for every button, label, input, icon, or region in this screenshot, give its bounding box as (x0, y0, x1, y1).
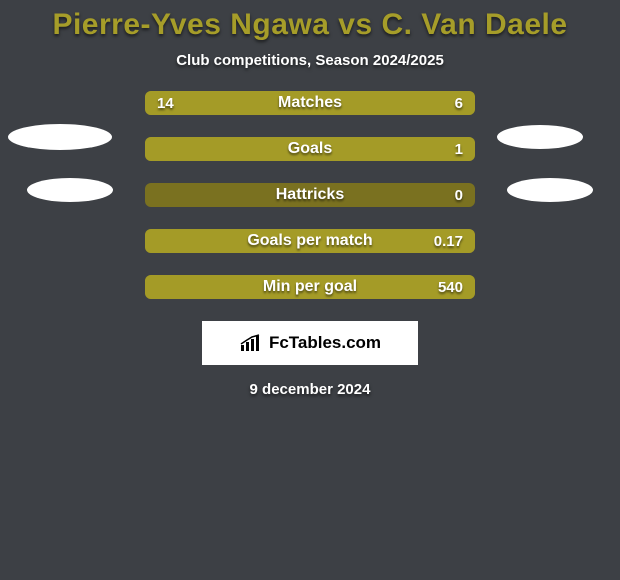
chart-row: Goals1 (145, 137, 475, 161)
chart-row: Matches146 (145, 91, 475, 115)
date-text: 9 december 2024 (0, 381, 620, 398)
subtitle: Club competitions, Season 2024/2025 (0, 52, 620, 69)
chart-row: Goals per match0.17 (145, 229, 475, 253)
chart-row: Hattricks0 (145, 183, 475, 207)
chart-row: Min per goal540 (145, 275, 475, 299)
bar-right-fill (376, 91, 475, 115)
bar-right-value: 0 (455, 183, 463, 207)
bar-label: Hattricks (145, 183, 475, 207)
bar-right-fill (145, 229, 475, 253)
bar-right-fill (145, 137, 475, 161)
brand-badge: FcTables.com (202, 321, 418, 365)
brand-text: FcTables.com (269, 333, 381, 353)
page-title: Pierre-Yves Ngawa vs C. Van Daele (0, 8, 620, 42)
avatar-ellipse (507, 178, 593, 202)
avatar-ellipse (8, 124, 112, 150)
avatar-ellipse (497, 125, 583, 149)
bar-right-fill (145, 275, 475, 299)
bar-left-fill (145, 91, 376, 115)
chart-icon (239, 334, 261, 352)
avatar-ellipse (27, 178, 113, 202)
